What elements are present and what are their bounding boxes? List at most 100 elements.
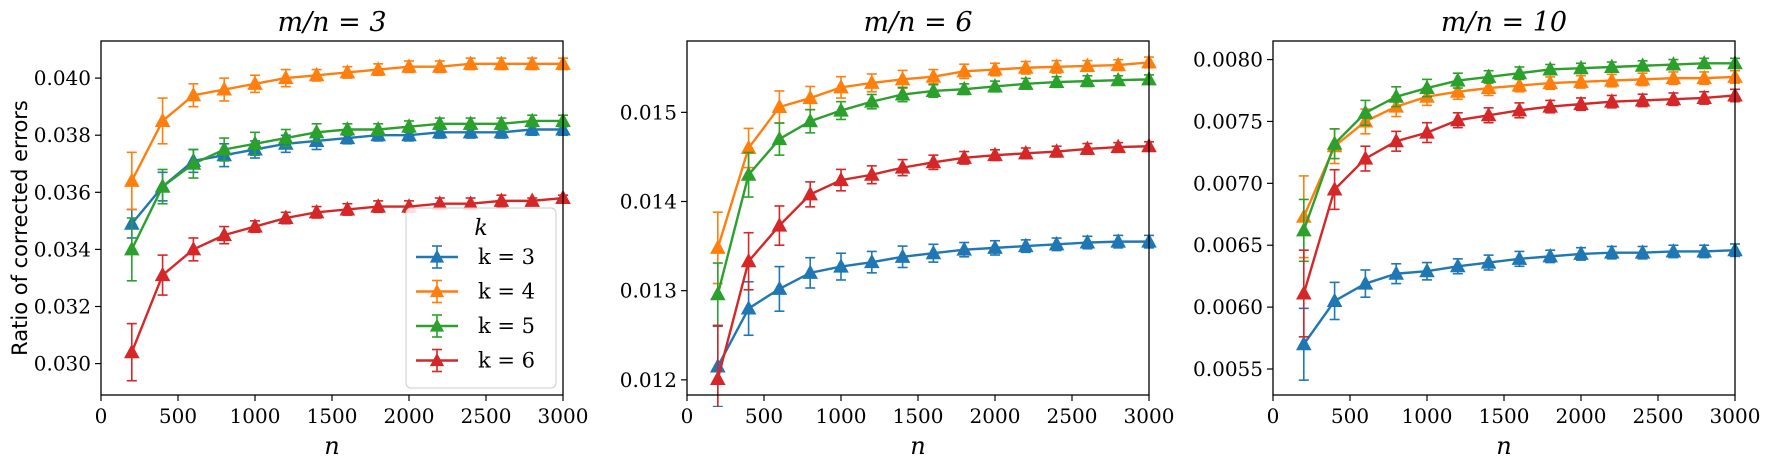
y-tick-label: 0.038: [34, 123, 91, 147]
x-tick-label: 500: [1331, 404, 1369, 428]
data-point: [740, 166, 757, 181]
data-point: [1296, 222, 1312, 237]
data-point: [710, 239, 726, 254]
data-point: [1665, 56, 1682, 71]
data-point: [894, 248, 911, 263]
data-point: [1480, 68, 1497, 83]
data-point: [278, 209, 294, 225]
data-point: [925, 244, 942, 260]
data-point: [1079, 234, 1096, 249]
data-point: [524, 121, 540, 136]
x-tick-label: 500: [745, 404, 783, 428]
legend-label: k = 3: [478, 245, 535, 269]
data-point: [1388, 88, 1404, 103]
data-point: [1696, 243, 1712, 258]
y-tick-label: 0.032: [34, 295, 91, 319]
data-point: [833, 258, 849, 273]
data-point: [124, 241, 140, 256]
x-tick-label: 0: [1267, 404, 1280, 428]
data-point: [1696, 89, 1712, 104]
data-point: [925, 82, 942, 97]
data-point: [124, 172, 140, 187]
x-tick-label: 2000: [1556, 404, 1607, 428]
data-point: [308, 66, 325, 82]
chart-panels: m/n = 3 n 0 500 1000 1500 2000 2500 3000 0.030 0.0…: [34, 7, 1761, 460]
x-tick-label: 2500: [1047, 404, 1098, 428]
data-point: [462, 115, 479, 130]
data-point: [1511, 64, 1528, 80]
data-point: [432, 58, 448, 73]
data-point: [401, 58, 417, 73]
series-k-6: [124, 189, 571, 382]
legend-marker: [429, 353, 445, 367]
data-point: [802, 186, 818, 201]
data-point: [1419, 262, 1435, 278]
chart-panel-3: m/n = 10 n 0 500 1000 1500 2000 2500 3000 0.0055 0…: [1193, 7, 1760, 460]
data-point: [462, 55, 479, 70]
data-point: [1110, 56, 1126, 72]
series-k-3: [1296, 241, 1743, 381]
data-point: [1542, 98, 1558, 113]
plot-frame: [100, 40, 564, 396]
data-point: [1048, 235, 1065, 251]
series-k-5: [1296, 54, 1743, 263]
data-point: [1018, 237, 1034, 253]
data-point: [462, 124, 479, 139]
legend-entry: k = 6: [416, 349, 535, 373]
series-k-6: [1296, 87, 1743, 338]
data-point: [1604, 93, 1620, 108]
data-point: [1450, 257, 1466, 273]
x-tick-label: 1500: [893, 404, 944, 428]
data-point: [278, 129, 294, 145]
x-tick-label: 1000: [1402, 404, 1453, 428]
data-point: [1110, 138, 1126, 154]
data-point: [154, 178, 171, 193]
y-tick-label: 0.0080: [1193, 48, 1263, 72]
data-point: [864, 253, 880, 269]
data-point: [1634, 92, 1651, 107]
data-point: [154, 266, 171, 282]
y-tick-label: 0.030: [34, 352, 91, 376]
data-point: [956, 149, 972, 164]
legend-marker: [429, 284, 445, 298]
data-point: [370, 61, 386, 76]
data-point: [1604, 72, 1620, 87]
series-k-5: [124, 112, 571, 282]
data-point: [1450, 83, 1466, 98]
data-point: [216, 141, 232, 156]
data-point: [216, 226, 232, 242]
data-point: [833, 102, 849, 117]
data-point: [185, 241, 202, 256]
x-tick-label: 3000: [1710, 404, 1761, 428]
data-point: [524, 192, 540, 207]
data-point: [524, 55, 540, 70]
data-point: [894, 159, 911, 174]
x-tick-label: 1500: [307, 404, 358, 428]
data-point: [1573, 59, 1589, 75]
data-point: [1296, 285, 1312, 300]
x-tick-label: 2500: [1633, 404, 1684, 428]
data-point: [370, 198, 386, 213]
data-point: [278, 69, 294, 85]
x-axis-label: n: [324, 432, 339, 460]
plot-area: [1296, 54, 1743, 381]
data-point: [185, 86, 202, 102]
data-point: [1696, 54, 1712, 70]
data-point: [124, 343, 140, 359]
series-k-3: [710, 233, 1157, 407]
data-point: [1018, 59, 1034, 74]
legend-title: k: [474, 216, 487, 241]
data-point: [1696, 69, 1712, 85]
panel-title: m/n = 3: [277, 7, 386, 38]
data-point: [740, 252, 757, 268]
data-point: [1326, 292, 1343, 307]
data-point: [401, 118, 417, 133]
data-point: [308, 203, 325, 219]
y-tick-label: 0.012: [620, 368, 677, 392]
data-point: [802, 89, 818, 105]
legend-box: [405, 207, 557, 389]
data-point: [247, 135, 263, 150]
data-point: [802, 112, 818, 128]
x-tick-label: 3000: [538, 404, 589, 428]
